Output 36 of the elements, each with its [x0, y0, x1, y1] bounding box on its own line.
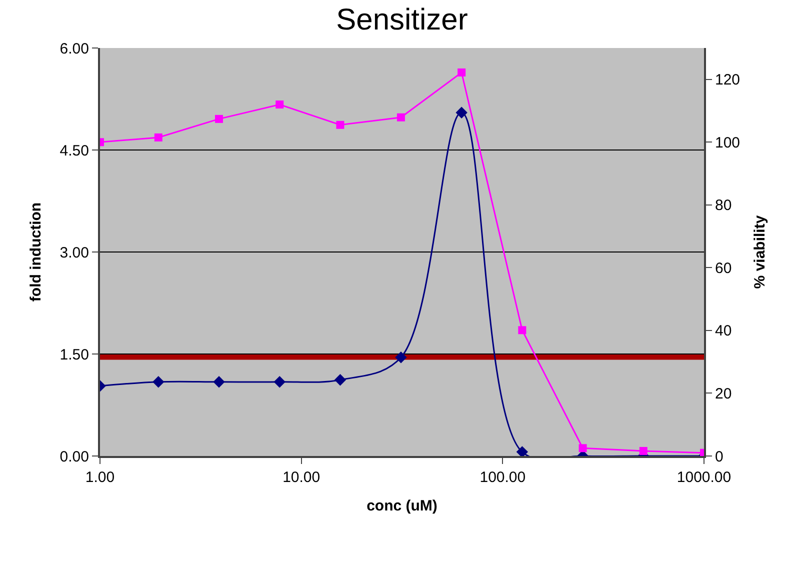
point [334, 374, 346, 386]
point [154, 133, 162, 142]
point [336, 120, 344, 129]
point [215, 114, 223, 123]
chart-title: Sensitizer [336, 4, 468, 37]
point [518, 326, 526, 334]
y2-tick-label: 120 [715, 72, 740, 89]
x-tick-label: 1000.00 [676, 469, 732, 486]
y-tick-label: 0.00 [60, 448, 89, 466]
point [152, 376, 164, 388]
y-tick-label: 1.50 [60, 346, 89, 364]
point [639, 446, 648, 455]
y-axis-title: fold induction [28, 202, 45, 302]
y-tick-label: 4.50 [60, 142, 89, 160]
y-tick-label: 3.00 [60, 244, 89, 262]
y2-tick-label: 60 [715, 260, 732, 277]
point [276, 100, 284, 108]
point [456, 106, 468, 118]
y2-tick-label: 0 [715, 448, 724, 466]
point [516, 446, 528, 456]
x-tick-label: 1.00 [85, 469, 115, 486]
x-axis-title: conc (uM) [366, 498, 438, 514]
point [395, 352, 407, 364]
x-tick-label: 10.00 [282, 469, 320, 486]
y2-tick-label: 40 [715, 322, 732, 340]
point [213, 376, 225, 388]
y-tick-label: 6.00 [60, 40, 89, 58]
x-tick-label: 100.00 [480, 469, 526, 486]
y2-tick-label: 100 [715, 134, 740, 152]
y2-axis-title: % viability [752, 214, 769, 289]
point [578, 444, 587, 452]
y2-tick-label: 80 [715, 197, 732, 214]
point [274, 376, 286, 388]
point [458, 68, 466, 76]
point [396, 113, 405, 122]
y2-tick-label: 20 [715, 385, 732, 402]
